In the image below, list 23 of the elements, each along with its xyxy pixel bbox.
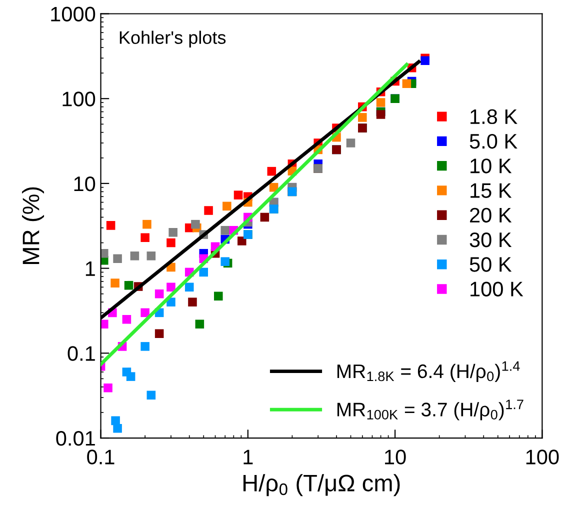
legend-label: 15 K [470, 183, 512, 198]
y-tick-label: 0.1 [68, 346, 95, 361]
y-tick-label: 100 [62, 92, 96, 106]
x-tick-label: 0.1 [87, 450, 114, 464]
y-tick-label: 1000 [51, 6, 96, 22]
legend-label: 10 K [470, 158, 512, 174]
legend-label: 50 K [470, 257, 512, 272]
legend-label: 5.0 K [470, 134, 518, 149]
y-axis-title: MR (%) [22, 187, 44, 264]
legend-label: 100 K [470, 282, 524, 296]
legend-label: 30 K [470, 232, 512, 248]
legend-label: 20 K [470, 208, 512, 223]
text: Kohler's plots [120, 30, 226, 48]
x-tick-label: 100 [526, 450, 559, 464]
legend-label: MR$_{1.8K}$ = 6.4 (H/ρ$_{0}$)$^{1.4}$ [337, 361, 520, 382]
y-tick-label: 10 [74, 176, 96, 192]
x-tick-label: 10 [385, 450, 406, 464]
legend-label: 1.8 K [470, 109, 518, 124]
legend-label: MR$_{100K}$ = 3.7 (H/ρ$_{0}$)$^{1.7}$ [337, 400, 524, 420]
y-tick-label: 0.01 [56, 431, 95, 446]
y-tick-label: 1 [86, 262, 95, 276]
x-axis-title: H/ρ$_{0}$ (T/μΩ cm) [243, 474, 400, 496]
x-tick-label: 1 [244, 450, 253, 464]
